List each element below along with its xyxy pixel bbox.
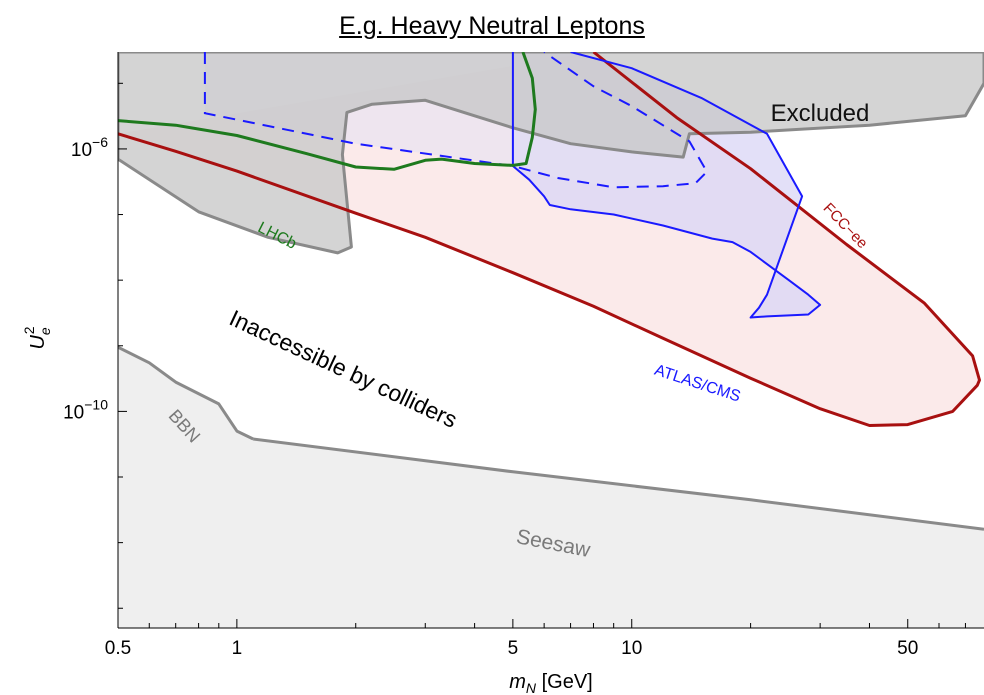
excluded-region: [118, 52, 984, 255]
chart-title: E.g. Heavy Neutral Leptons: [339, 12, 645, 40]
x-tick-label: 5: [508, 638, 519, 659]
x-tick-label: 50: [897, 638, 918, 659]
bbn-curve: [118, 345, 254, 441]
x-axis-label: mN [GeV]: [509, 671, 593, 695]
x-tick-label: 1: [232, 638, 243, 659]
chart-frame: [117, 52, 984, 629]
x-tick-label: 10: [621, 638, 642, 659]
fcc-ee-curve: [118, 52, 981, 427]
seesaw-region: [118, 347, 984, 628]
lhcb-curve: [118, 52, 537, 171]
y-tick-label: 10−6: [71, 134, 108, 161]
excluded-label: Excluded: [771, 100, 870, 127]
seesaw-curve: [253, 437, 984, 531]
x-tick-label: 0.5: [105, 638, 131, 659]
y-tick-label: 10−10: [63, 396, 108, 423]
chart-curves: [118, 52, 984, 531]
y-axis-label: Ue2: [21, 326, 53, 349]
chart-regions: [118, 52, 984, 628]
inaccessible-label: Inaccessible by colliders: [225, 305, 461, 433]
chart-ticks: 0.5 1 5 10 50 10−6 10−10: [63, 82, 966, 659]
atlas-cms-dashed-curve: [203, 52, 709, 189]
atlas-cms-curve: [511, 52, 822, 319]
